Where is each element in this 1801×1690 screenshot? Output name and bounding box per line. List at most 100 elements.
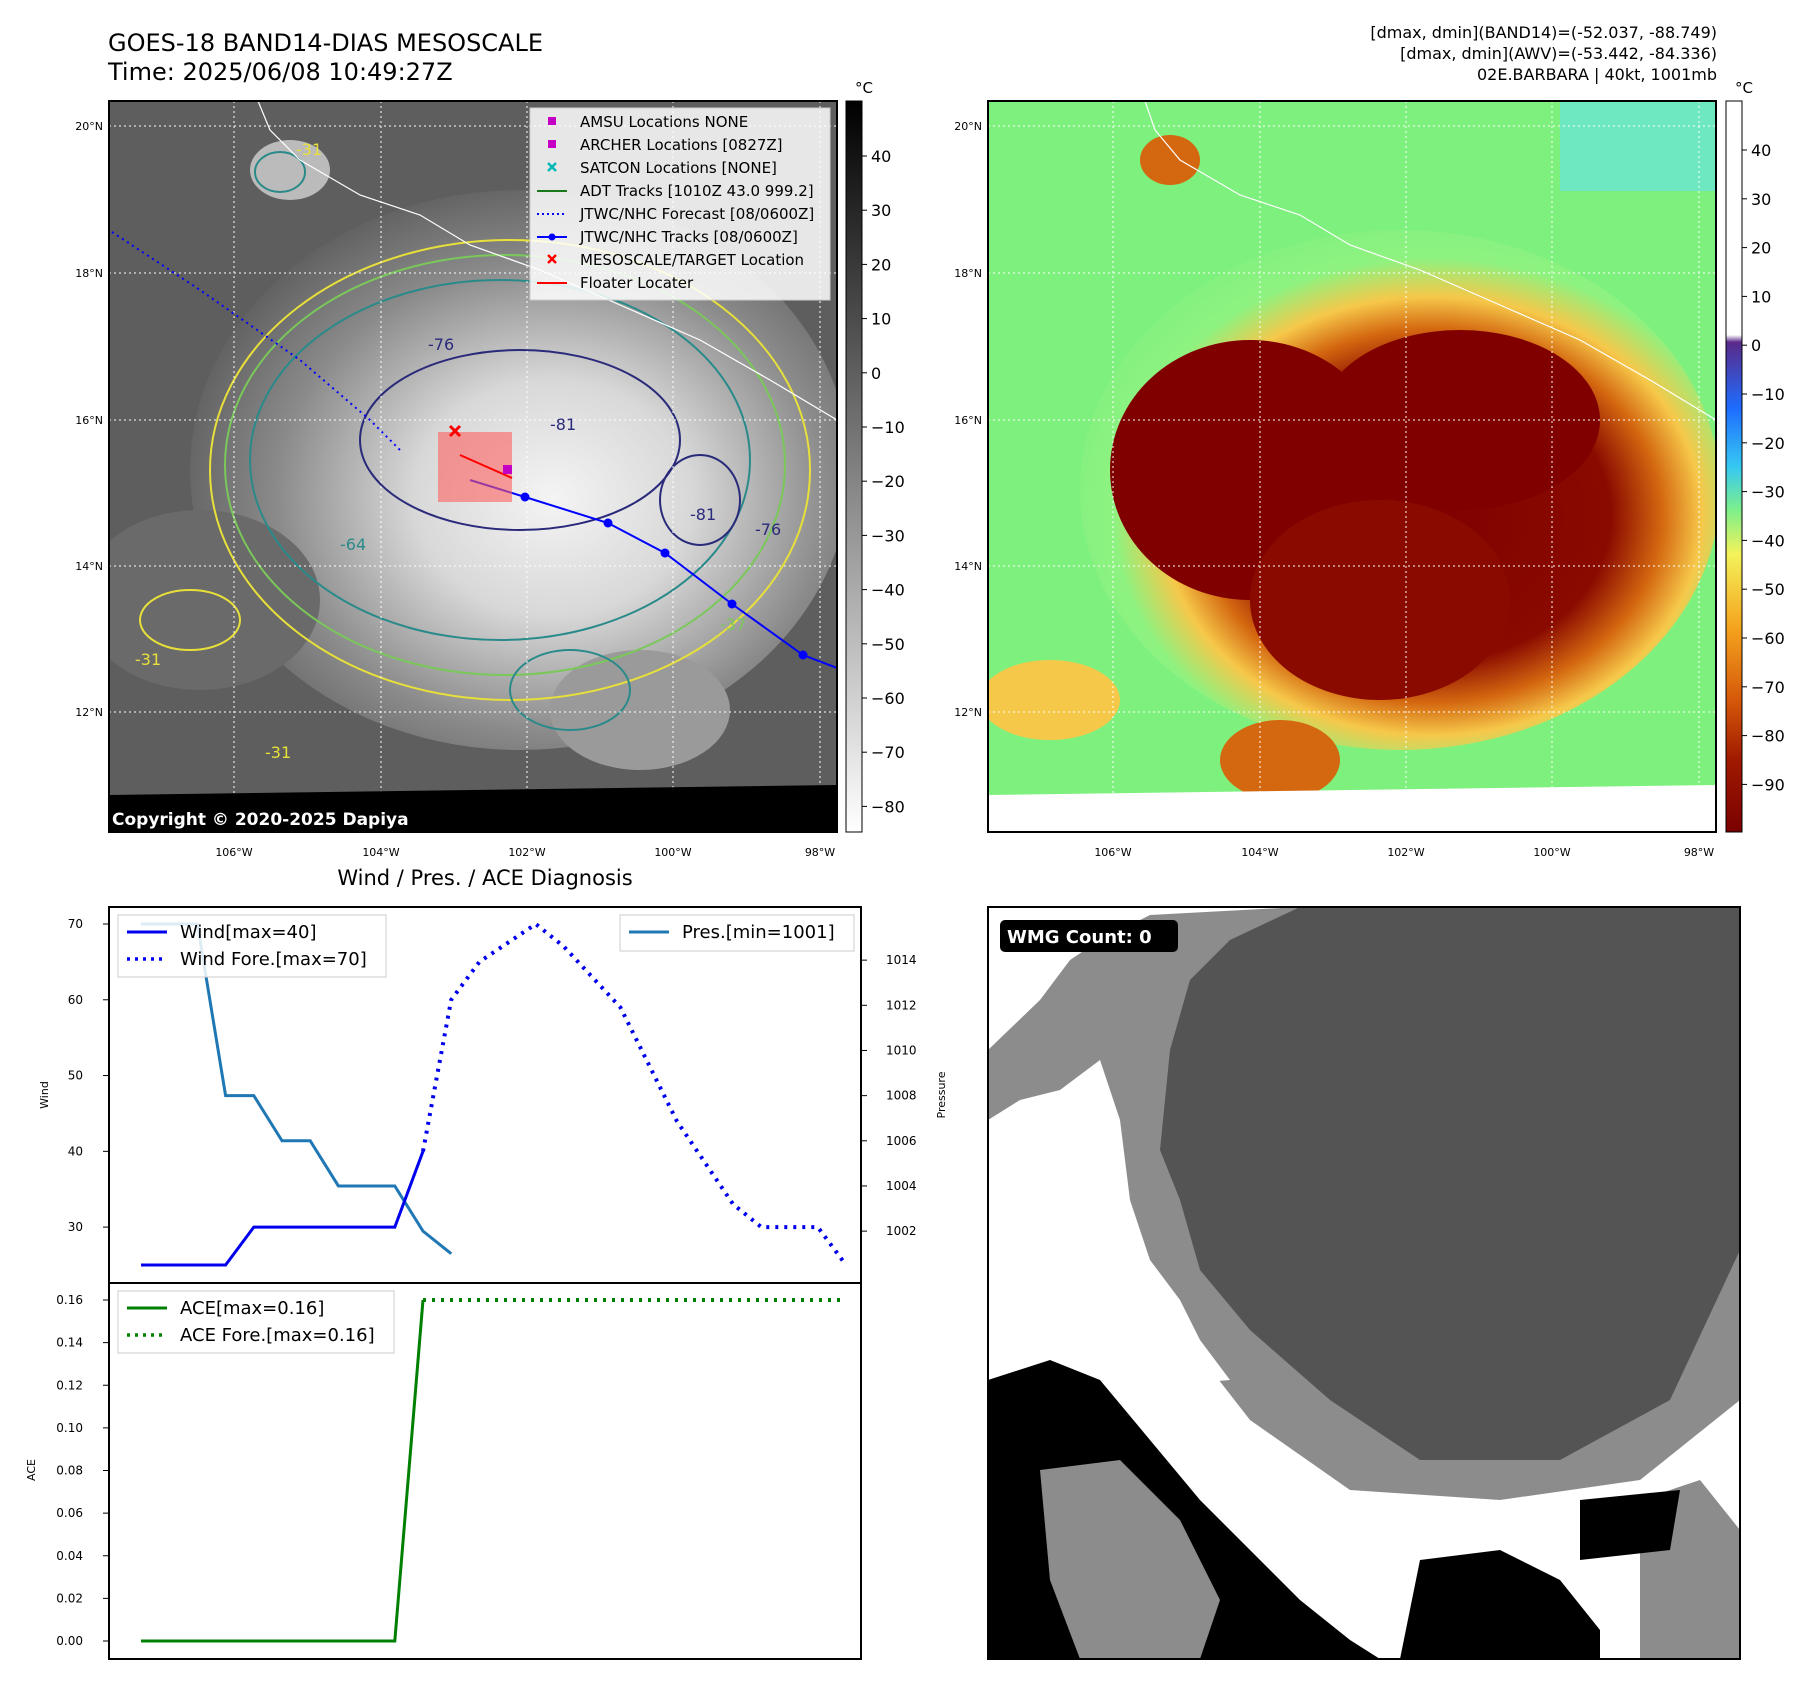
copyright-text: Copyright © 2020-2025 Dapiya bbox=[112, 810, 409, 830]
lon-tick-label: 106°W bbox=[1094, 846, 1131, 859]
lon-tick-label: 102°W bbox=[1387, 846, 1424, 859]
ace-ytick-label: 0.06 bbox=[56, 1506, 83, 1520]
map2-panel: 20°N 18°N 16°N 14°N 12°N 106°W 104°W 102°W 100°… bbox=[954, 100, 1717, 859]
chart-title: Wind / Pres. / ACE Diagnosis bbox=[337, 866, 632, 890]
colorbar-tick-label: −60 bbox=[871, 689, 905, 708]
ace-fore-legend-label: ACE Fore.[max=0.16] bbox=[180, 1325, 375, 1346]
wind-axis-label: Wind bbox=[38, 1081, 51, 1109]
ace-ytick-label: 0.08 bbox=[56, 1464, 83, 1478]
wind-ytick-label: 40 bbox=[68, 1144, 83, 1158]
wind-forecast-line bbox=[421, 921, 848, 1267]
ace-legend-label: ACE[max=0.16] bbox=[180, 1298, 324, 1319]
lat-tick-label: 20°N bbox=[75, 120, 103, 133]
pressure-ytick-label: 1012 bbox=[886, 998, 917, 1012]
map2-colorbar: °C 40 30 20 10 0 −10 −20 −30 −40 −50 −60 −70 −80 −90 bbox=[1725, 79, 1785, 833]
contour-label: -81 bbox=[550, 415, 576, 434]
map1-colorbar: °C 40 30 20 10 0 −10 −20 −30 −40 −50 −60 −70 −80 bbox=[845, 79, 905, 833]
lat-tick-label: 12°N bbox=[954, 706, 982, 719]
figure-title: GOES-18 BAND14-DIAS MESOSCALE bbox=[108, 29, 543, 57]
pressure-axis-label: Pressure bbox=[935, 1071, 948, 1118]
contour-label: -81 bbox=[690, 505, 716, 524]
colorbar-tick-label: 0 bbox=[871, 364, 881, 383]
colorbar-tick-label: −70 bbox=[1751, 678, 1785, 697]
colorbar-tick-label: 0 bbox=[1751, 336, 1761, 355]
contour-label: -76 bbox=[428, 335, 454, 354]
colorbar-tick-label: 30 bbox=[1751, 190, 1771, 209]
colorbar-tick-label: −90 bbox=[1751, 775, 1785, 794]
legend-satcon: SATCON Locations [NONE] bbox=[580, 159, 777, 177]
lat-tick-label: 16°N bbox=[75, 414, 103, 427]
wind-ytick-label: 50 bbox=[68, 1069, 83, 1083]
lon-tick-label: 106°W bbox=[215, 846, 252, 859]
pressure-legend-label: Pres.[min=1001] bbox=[682, 922, 835, 943]
pressure-ytick-label: 1014 bbox=[886, 953, 917, 967]
amsu-marker bbox=[548, 117, 556, 125]
contour-label: -76 bbox=[755, 520, 781, 539]
colorbar-tick-label: 20 bbox=[1751, 239, 1771, 258]
legend-target: MESOSCALE/TARGET Location bbox=[580, 251, 804, 269]
lat-tick-label: 18°N bbox=[954, 267, 982, 280]
contour-label: -64 bbox=[340, 535, 366, 554]
wmg-badge bbox=[1000, 920, 1178, 952]
figure-time: Time: 2025/06/08 10:49:27Z bbox=[107, 58, 453, 86]
colorbar-tick-label: 30 bbox=[871, 201, 891, 220]
ace-ytick-label: 0.02 bbox=[56, 1591, 83, 1605]
contour-label: -37 bbox=[720, 615, 746, 634]
dmax-awv: [dmax, dmin](AWV)=(-53.442, -84.336) bbox=[1400, 44, 1717, 63]
lat-tick-label: 20°N bbox=[954, 120, 982, 133]
colorbar-tick-label: 20 bbox=[871, 255, 891, 274]
map1-panel: -31 -31 -31 -76 -81 -81 -76 -64 -37 AMSU… bbox=[75, 100, 838, 859]
pressure-ytick-label: 1006 bbox=[886, 1134, 917, 1148]
pressure-legend: Pres.[min=1001] bbox=[619, 914, 855, 952]
ace-ytick-label: 0.00 bbox=[56, 1634, 83, 1648]
colorbar-tick-label: −60 bbox=[1751, 629, 1785, 648]
colorbar-tick-label: 10 bbox=[1751, 287, 1771, 306]
colorbar-tick-label: −50 bbox=[1751, 580, 1785, 599]
pressure-ytick-label: 1002 bbox=[886, 1224, 917, 1238]
wind-ytick-label: 70 bbox=[68, 917, 83, 931]
colorbar-tick-label: −40 bbox=[871, 581, 905, 600]
wind-line bbox=[141, 1150, 425, 1267]
lat-tick-label: 14°N bbox=[75, 560, 103, 573]
colorbar-tick-label: −30 bbox=[871, 526, 905, 545]
pressure-ytick-label: 1004 bbox=[886, 1179, 917, 1193]
ace-axis-label: ACE bbox=[25, 1459, 38, 1481]
colorbar-tick-label: 40 bbox=[1751, 141, 1771, 160]
lat-tick-label: 12°N bbox=[75, 706, 103, 719]
colorbar-tick-label: −40 bbox=[1751, 531, 1785, 550]
satcon-marker bbox=[547, 162, 557, 172]
lon-tick-label: 104°W bbox=[362, 846, 399, 859]
ace-ytick-label: 0.14 bbox=[56, 1336, 83, 1350]
colorbar-tick-label: −70 bbox=[871, 743, 905, 762]
colorbar-tick-label: −80 bbox=[871, 797, 905, 816]
lat-tick-label: 18°N bbox=[75, 267, 103, 280]
legend-adt: ADT Tracks [1010Z 43.0 999.2] bbox=[580, 182, 814, 200]
target-marker bbox=[547, 254, 557, 264]
colorbar-tick-label: −30 bbox=[1751, 483, 1785, 502]
ace-ytick-label: 0.12 bbox=[56, 1378, 83, 1392]
colorbar-tick-label: −20 bbox=[1751, 434, 1785, 453]
pressure-ytick-label: 1010 bbox=[886, 1043, 917, 1057]
wind-fore-legend-label: Wind Fore.[max=70] bbox=[180, 949, 367, 970]
lon-tick-label: 98°W bbox=[1684, 846, 1714, 859]
ace-ytick-label: 0.16 bbox=[56, 1293, 83, 1307]
wind-legend-label: Wind[max=40] bbox=[180, 922, 317, 943]
dmax-band14: [dmax, dmin](BAND14)=(-52.037, -88.749) bbox=[1370, 23, 1717, 42]
legend-floater: Floater Locater bbox=[580, 274, 694, 292]
pressure-line bbox=[141, 922, 453, 1255]
tracks-marker-dot bbox=[548, 233, 556, 241]
lat-tick-label: 14°N bbox=[954, 560, 982, 573]
ace-chart: 0.16 0.14 0.12 0.10 0.08 0.06 0.04 0.02 0.00 ACE… bbox=[25, 1282, 862, 1660]
ace-ytick-label: 0.10 bbox=[56, 1421, 83, 1435]
colorbar2-unit: °C bbox=[1735, 79, 1753, 97]
lat-tick-label: 16°N bbox=[954, 414, 982, 427]
legend-forecast: JTWC/NHC Forecast [08/0600Z] bbox=[579, 205, 814, 223]
legend-archer: ARCHER Locations [0827Z] bbox=[580, 136, 783, 154]
legend-tracks: JTWC/NHC Tracks [08/0600Z] bbox=[579, 228, 798, 246]
wind-ytick-label: 60 bbox=[68, 993, 83, 1007]
ace-legend: ACE[max=0.16] ACE Fore.[max=0.16] bbox=[117, 1290, 395, 1354]
lon-tick-label: 100°W bbox=[654, 846, 691, 859]
lon-tick-label: 100°W bbox=[1533, 846, 1570, 859]
